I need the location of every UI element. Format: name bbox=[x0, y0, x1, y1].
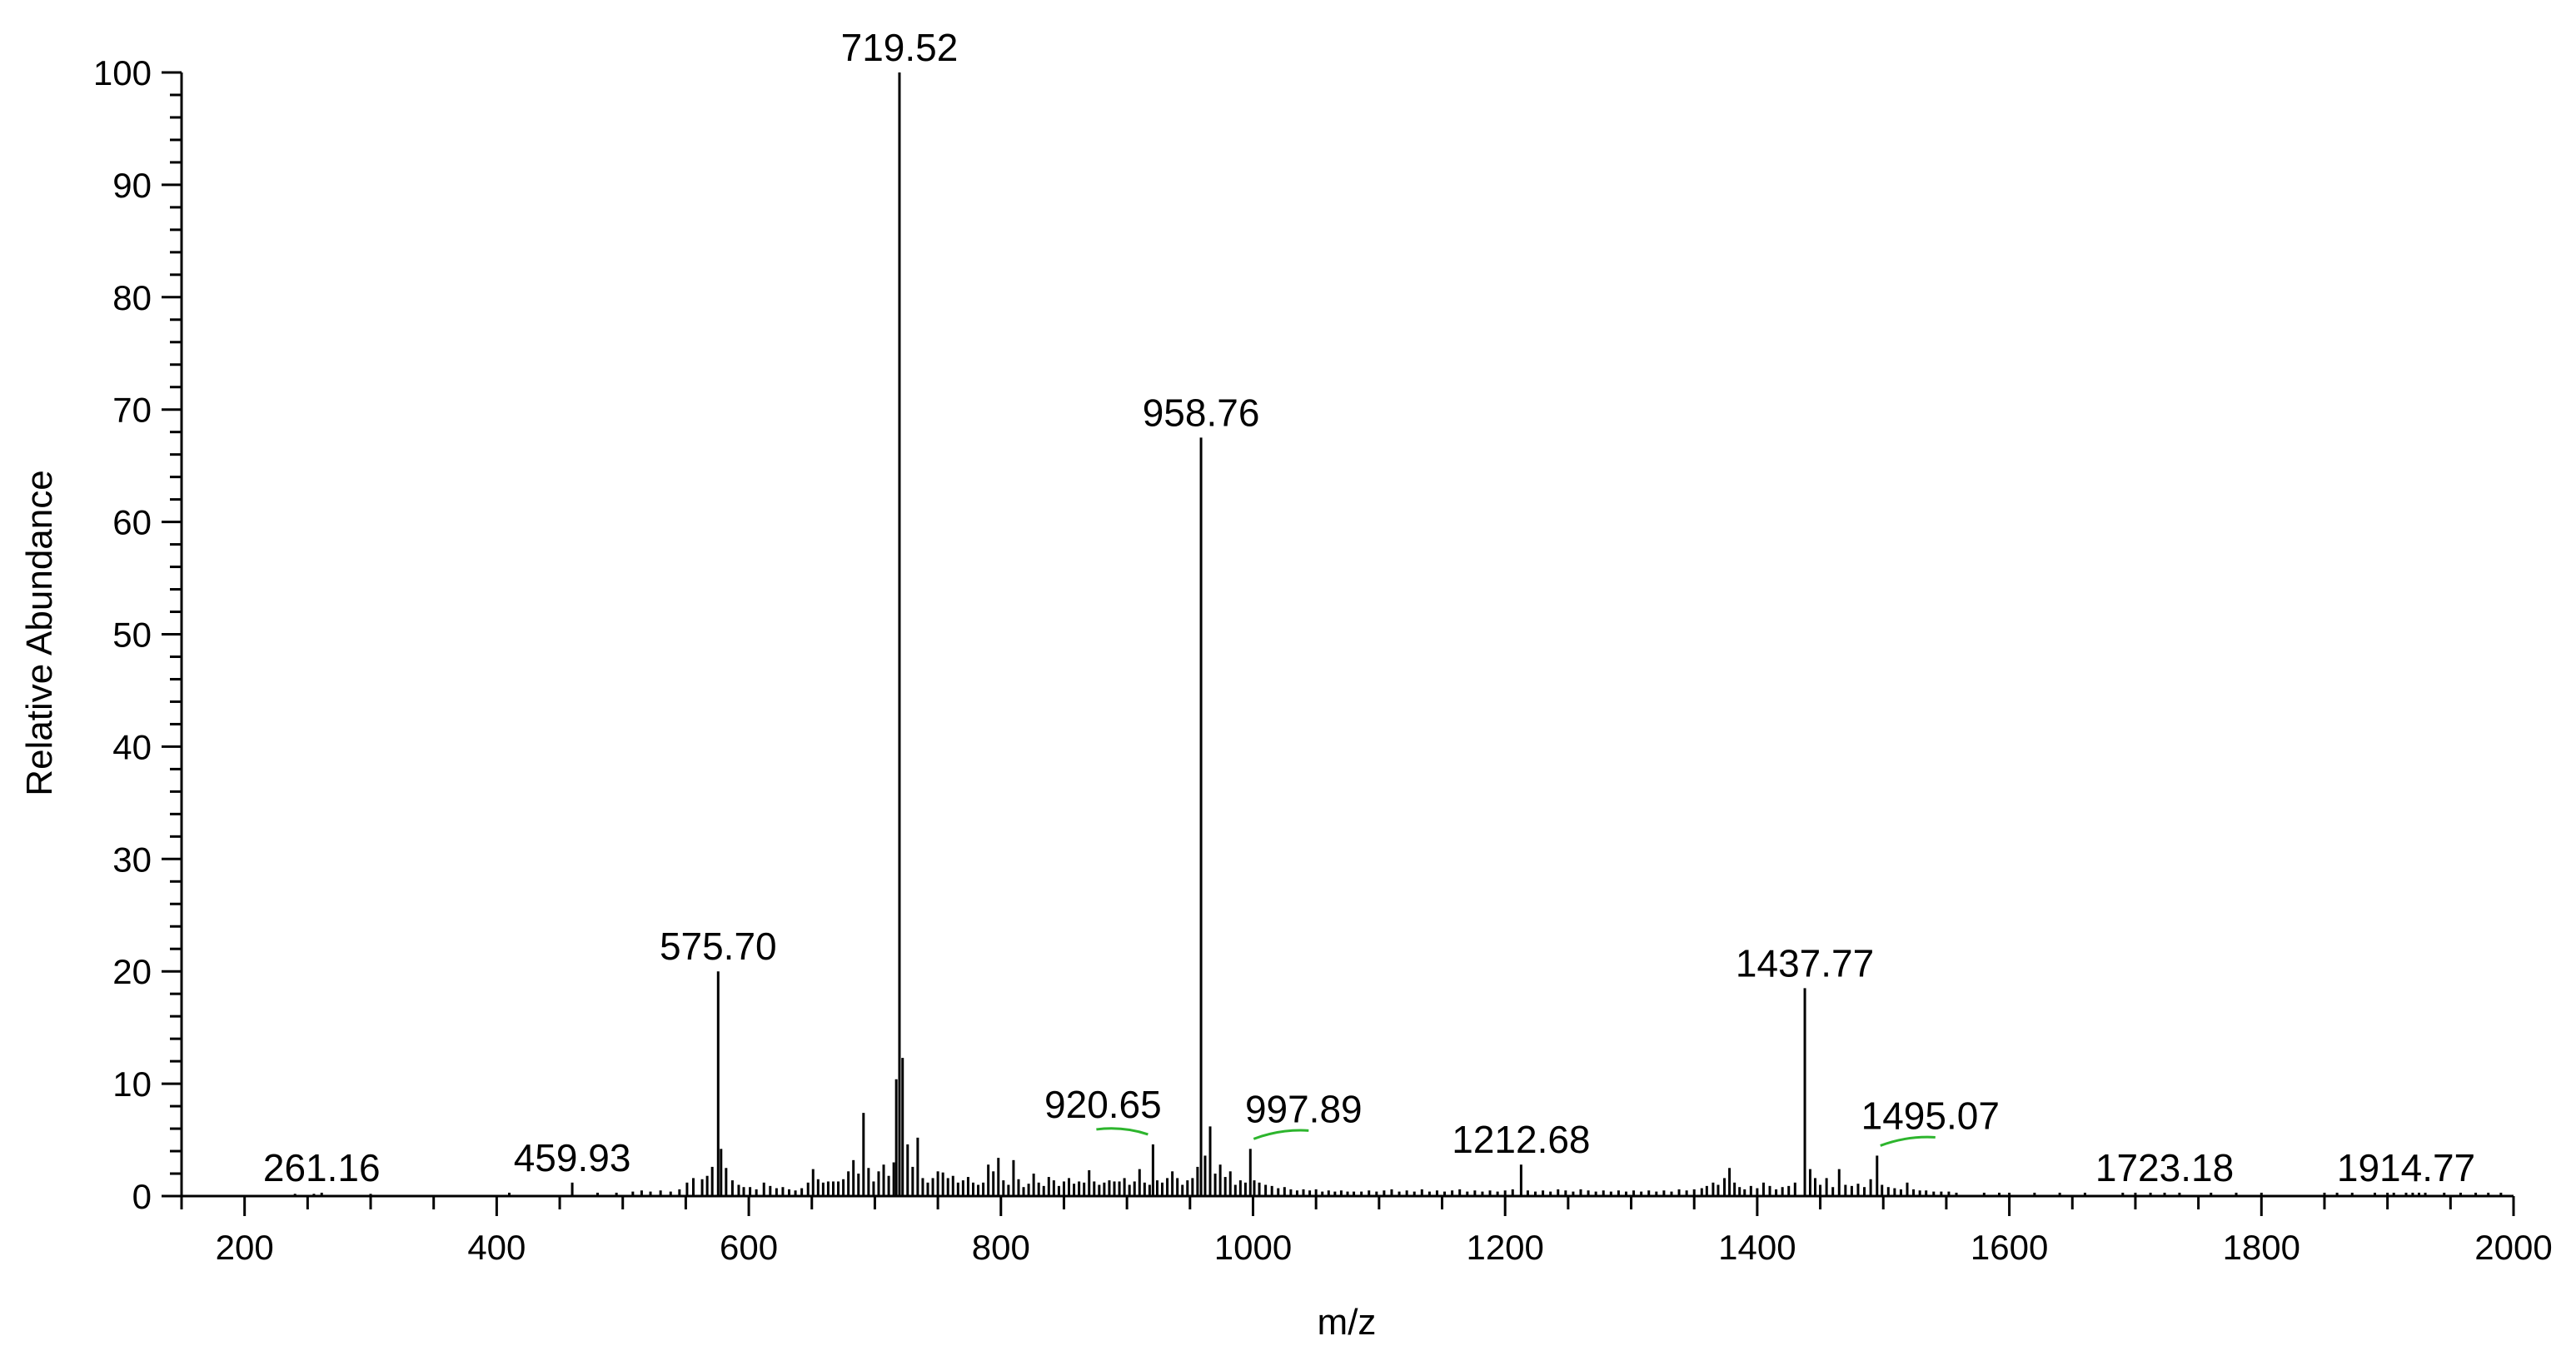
peak-label: 920.65 bbox=[1044, 1083, 1162, 1126]
x-tick-label: 200 bbox=[216, 1228, 274, 1267]
y-tick-label: 20 bbox=[112, 952, 152, 991]
x-tick-label: 2000 bbox=[2474, 1228, 2552, 1267]
label-connectors bbox=[1096, 1127, 1936, 1147]
peak-label: 1914.77 bbox=[2337, 1146, 2475, 1189]
peak-label: 459.93 bbox=[514, 1136, 631, 1179]
peak-label: 1212.68 bbox=[1452, 1118, 1590, 1161]
peak-label: 1437.77 bbox=[1736, 941, 1874, 985]
x-tick-label: 1000 bbox=[1214, 1228, 1292, 1267]
x-tick-label: 1800 bbox=[2223, 1228, 2300, 1267]
peak-label: 1723.18 bbox=[2095, 1146, 2234, 1189]
y-tick-label: 50 bbox=[112, 616, 152, 655]
x-tick-label: 1400 bbox=[1718, 1228, 1796, 1267]
peak-label: 575.70 bbox=[660, 925, 777, 968]
label-connector bbox=[1096, 1127, 1148, 1136]
y-tick-label: 30 bbox=[112, 840, 152, 879]
peak-label: 719.52 bbox=[841, 26, 959, 69]
labeled-peaks bbox=[320, 72, 2408, 1196]
peak-labels: 261.16 459.93 575.70 719.52 920.65 958.76 997.… bbox=[263, 26, 2475, 1189]
y-axis-title: Relative Abundance bbox=[19, 470, 60, 795]
y-tick-label: 0 bbox=[132, 1177, 152, 1216]
peak-label: 958.76 bbox=[1143, 391, 1260, 434]
peak-label: 1495.07 bbox=[1861, 1094, 2000, 1137]
x-axis-title: m/z bbox=[1318, 1302, 1377, 1343]
y-tick-label: 100 bbox=[93, 53, 152, 92]
y-tick-label: 60 bbox=[112, 503, 152, 542]
label-connector bbox=[1880, 1135, 1936, 1147]
axis-ticks: 200 400 600 800 1000 1200 1400 1600 1800 2000 0 10 2… bbox=[93, 53, 2553, 1267]
y-tick-label: 40 bbox=[112, 727, 152, 766]
x-tick-label: 800 bbox=[972, 1228, 1030, 1267]
x-tick-label: 400 bbox=[467, 1228, 526, 1267]
axes bbox=[180, 72, 2514, 1198]
minor-peaks bbox=[293, 1058, 2503, 1196]
y-tick-label: 80 bbox=[112, 278, 152, 317]
peak-label: 997.89 bbox=[1245, 1087, 1363, 1130]
y-tick-label: 10 bbox=[112, 1064, 152, 1104]
y-tick-label: 70 bbox=[112, 391, 152, 430]
label-connector bbox=[1253, 1129, 1309, 1140]
x-tick-label: 600 bbox=[720, 1228, 778, 1267]
peak-label: 261.16 bbox=[263, 1146, 381, 1189]
x-tick-label: 1200 bbox=[1466, 1228, 1543, 1267]
x-tick-label: 1600 bbox=[1971, 1228, 2048, 1267]
y-tick-label: 90 bbox=[112, 166, 152, 205]
